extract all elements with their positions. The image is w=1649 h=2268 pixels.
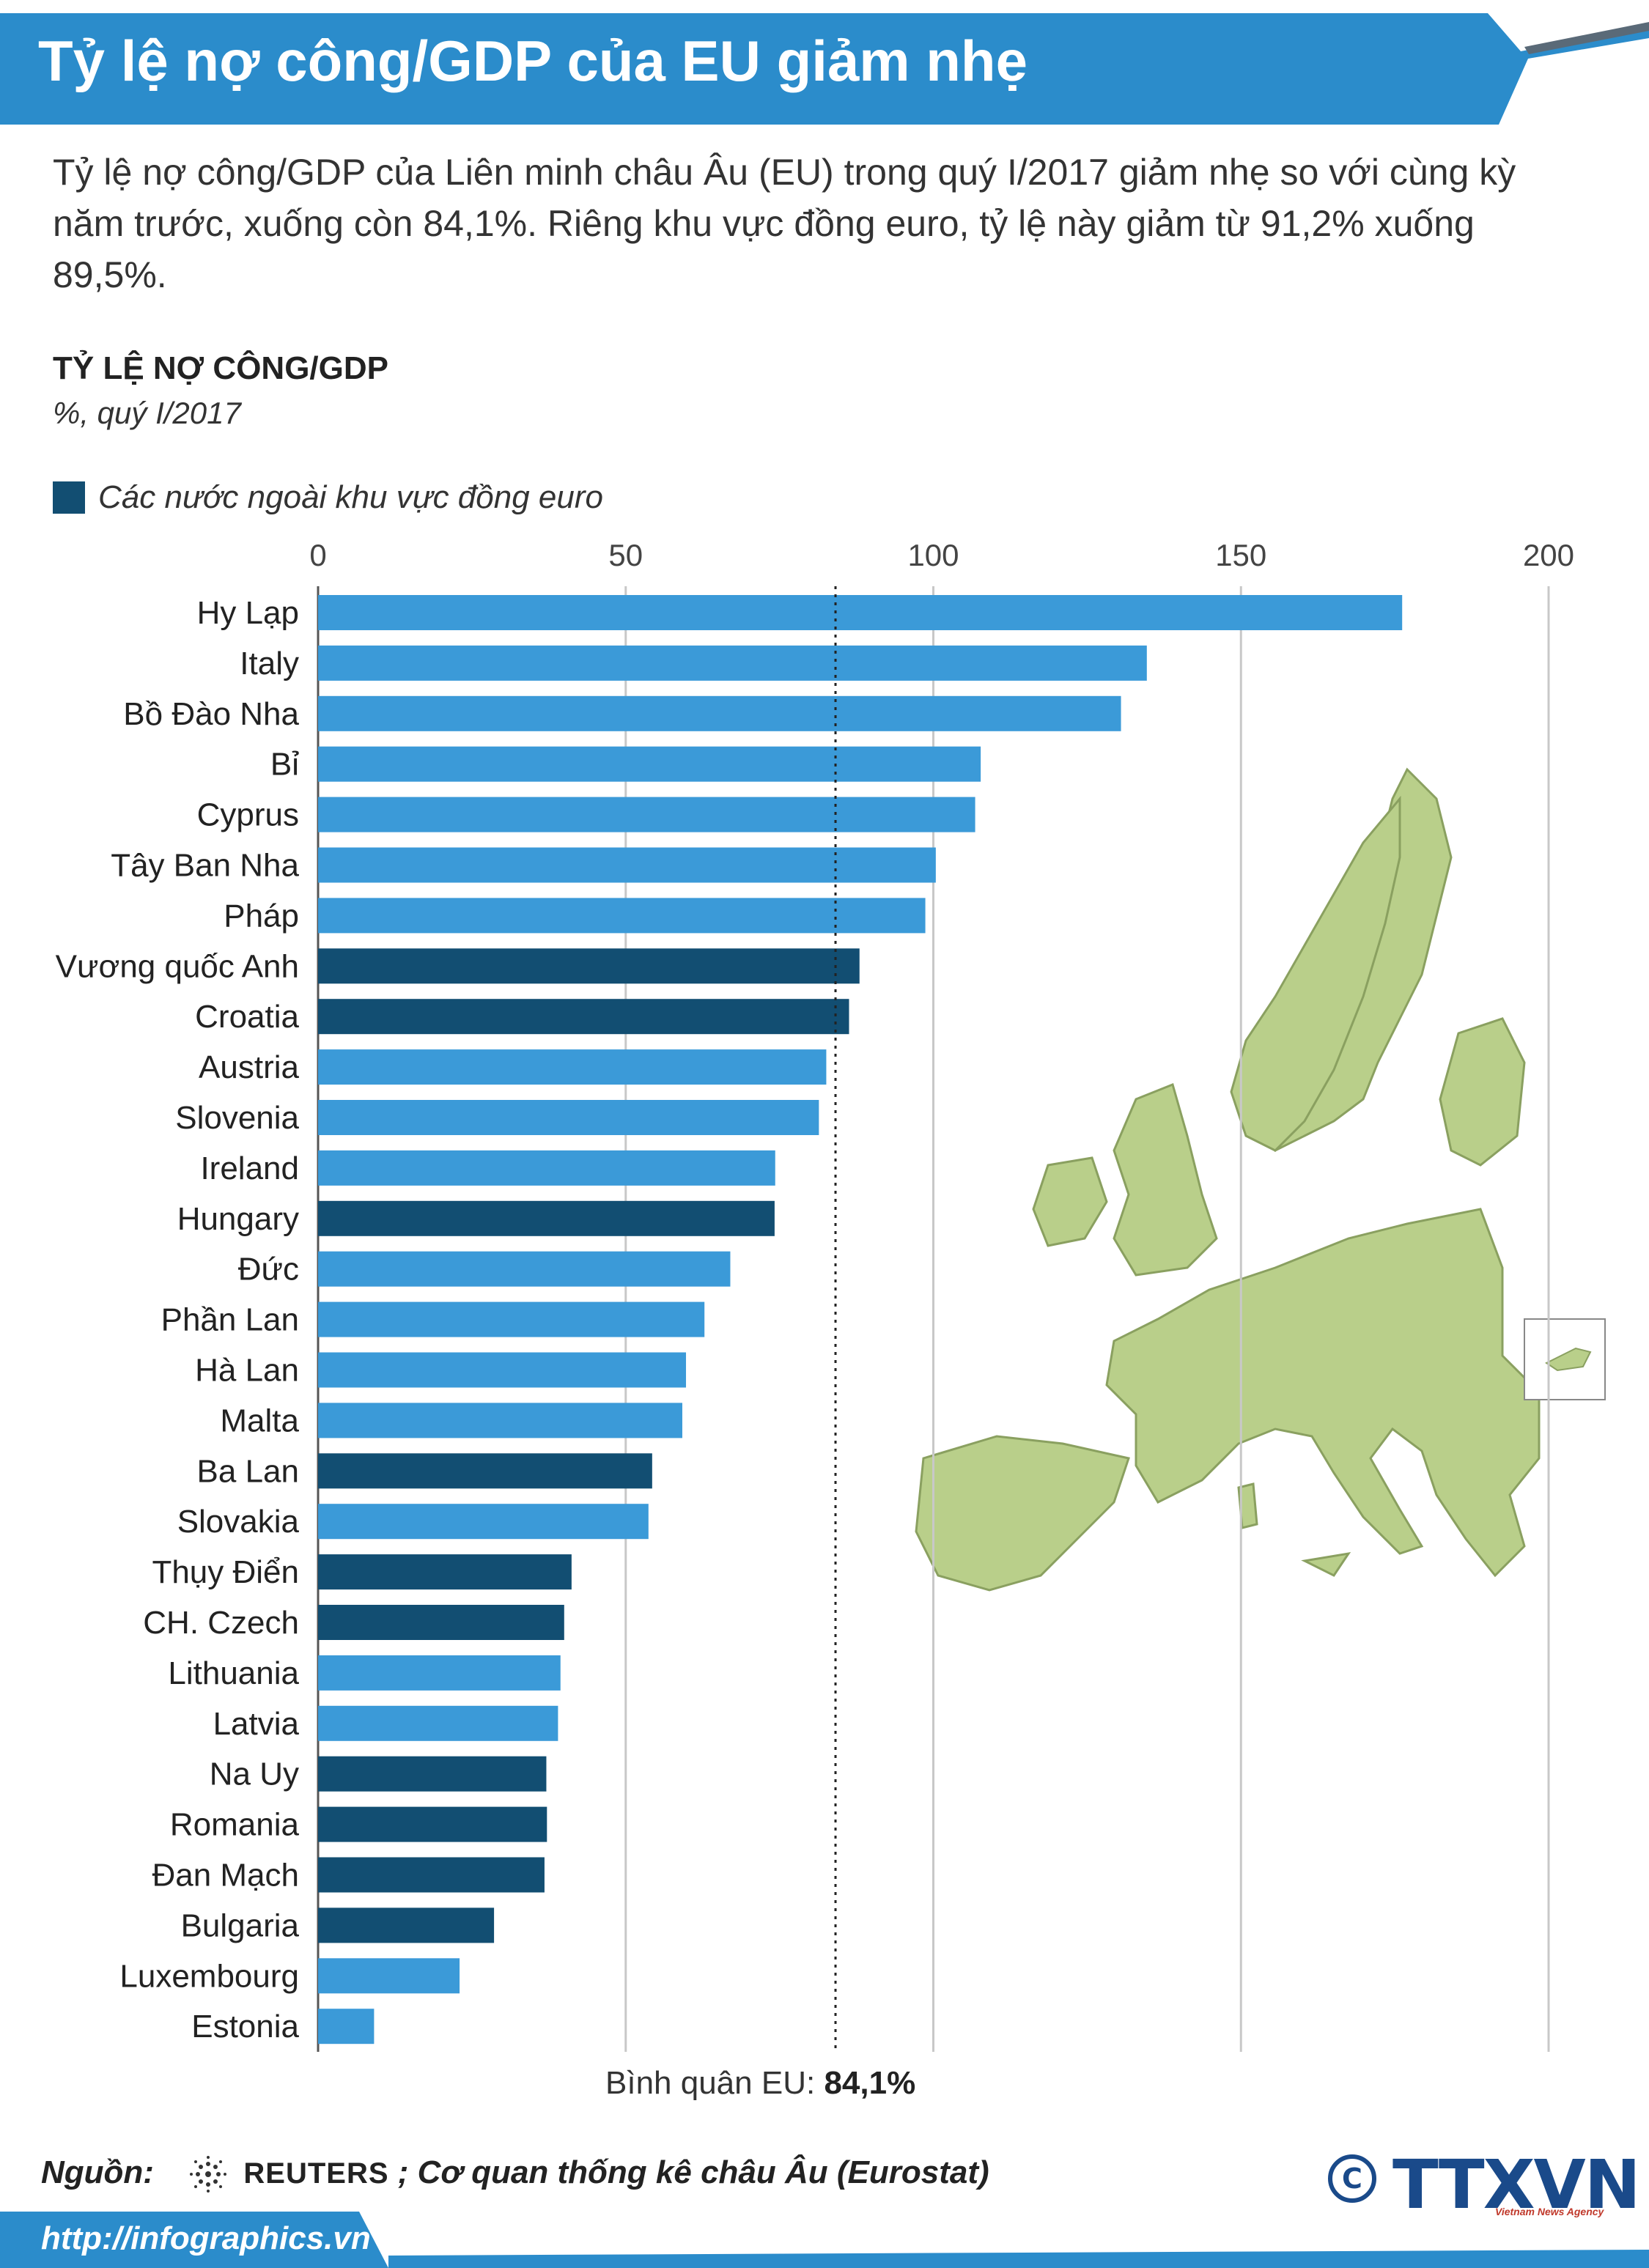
legend-label: Các nước ngoài khu vực đồng euro: [98, 479, 603, 515]
category-label: Bỉ: [270, 747, 299, 783]
map-iberia: [915, 1435, 1130, 1592]
bar: [318, 1857, 545, 1893]
ttxvn-logo-text: TTXVN: [1392, 2146, 1641, 2224]
category-label: Hà Lan: [195, 1353, 299, 1389]
category-label: Slovenia: [175, 1100, 299, 1136]
category-label: Croatia: [195, 999, 299, 1035]
bar: [318, 1403, 682, 1438]
category-label: Bulgaria: [181, 1907, 300, 1943]
bar: [318, 1150, 775, 1186]
category-label: Hungary: [177, 1201, 299, 1237]
bar: [318, 1100, 819, 1135]
bar: [318, 797, 975, 832]
category-label: Luxembourg: [119, 1958, 299, 1994]
bar: [318, 1049, 827, 1085]
category-label: Bồ Đào Nha: [123, 696, 299, 732]
bar: [318, 1756, 547, 1792]
bar: [318, 1605, 564, 1640]
chart-subtitle: %, quý I/2017: [53, 396, 241, 430]
banner-shape: [0, 13, 1649, 125]
footer-url[interactable]: http://infographics.vn: [41, 2220, 371, 2256]
bar: [318, 1504, 649, 1540]
average-label-text: Bình quân EU:: [605, 2065, 816, 2101]
map-finland: [1439, 1017, 1526, 1167]
bar: [318, 1301, 705, 1337]
category-label: Thụy Điển: [152, 1554, 299, 1590]
footer-bar: [0, 2212, 1649, 2268]
x-tick-label: 50: [608, 538, 643, 572]
bar: [318, 847, 936, 883]
page-title: Tỷ lệ nợ công/GDP của EU giảm nhẹ: [38, 29, 1028, 93]
category-label: Tây Ban Nha: [111, 848, 299, 884]
category-label: Na Uy: [210, 1757, 299, 1792]
category-label: Đức: [238, 1252, 299, 1288]
bar: [318, 1907, 495, 1943]
category-label: Estonia: [191, 2009, 299, 2044]
reuters-text: REUTERS: [243, 2157, 389, 2190]
source-row: Nguồn: REUTERS ; Cơ quan thống kê châu Â…: [41, 2154, 989, 2198]
ttxvn-logo-subtitle: Vietnam News Agency: [1495, 2206, 1604, 2217]
category-label: Pháp: [224, 898, 299, 934]
category-label: Vương quốc Anh: [56, 948, 299, 984]
bar-layer: [318, 586, 1403, 2052]
bar: [318, 1705, 558, 1741]
category-label: Ba Lan: [197, 1453, 299, 1489]
bar: [318, 999, 849, 1035]
label-layer: 0 50 100 150 200 Hy Lạp Italy Bồ Đào Nha Bỉ Cypru…: [56, 538, 1574, 2044]
map-norway-coast: [1230, 795, 1401, 1152]
x-tick-label: 100: [907, 538, 959, 572]
category-label: Cyprus: [197, 797, 299, 833]
bar: [318, 1655, 561, 1691]
map-cyprus: [1545, 1347, 1592, 1372]
category-label: Latvia: [213, 1706, 300, 1742]
bar-chart: 0 50 100 150 200 Hy Lạp Italy Bồ Đào Nha Bỉ Cypru…: [56, 538, 1574, 2052]
bar: [318, 948, 860, 984]
svg-text:C: C: [1342, 2162, 1362, 2195]
bar: [318, 645, 1147, 681]
category-label: Malta: [220, 1403, 299, 1438]
bar: [318, 746, 981, 782]
bar: [318, 2009, 375, 2044]
average-value: 84,1%: [824, 2065, 916, 2101]
category-label: Phần Lan: [161, 1302, 299, 1338]
source-rest: ; Cơ quan thống kê châu Âu (Eurostat): [397, 2154, 989, 2190]
category-label: Romania: [170, 1807, 300, 1843]
x-tick-label: 0: [309, 538, 326, 572]
category-label: Slovakia: [177, 1504, 300, 1540]
bar: [318, 898, 926, 934]
bar: [318, 695, 1121, 731]
category-label: CH. Czech: [143, 1605, 299, 1641]
map-ireland: [1032, 1156, 1108, 1247]
bar: [318, 1554, 572, 1590]
category-label: Lithuania: [168, 1655, 299, 1691]
category-label: Italy: [240, 646, 299, 681]
bar: [318, 1806, 547, 1842]
bar: [318, 1352, 687, 1388]
bar: [318, 1200, 775, 1236]
europe-map: [915, 767, 1606, 1592]
x-tick-label: 150: [1215, 538, 1266, 572]
reuters-logo-icon: [190, 2156, 227, 2193]
average-label: Bình quân EU: 84,1%: [605, 2065, 915, 2102]
bar: [318, 595, 1403, 630]
chart-title: TỶ LỆ NỢ CÔNG/GDP: [53, 350, 389, 386]
x-tick-label: 200: [1523, 538, 1574, 572]
map-great-britain: [1113, 1082, 1218, 1277]
category-label: Ireland: [200, 1150, 299, 1186]
bar: [318, 1453, 652, 1489]
legend-swatch: [53, 481, 85, 514]
map-mainland: [1105, 1208, 1541, 1578]
category-label: Austria: [199, 1049, 299, 1085]
category-label: Đan Mạch: [152, 1858, 299, 1894]
map-sicily: [1301, 1551, 1351, 1577]
bar: [318, 1958, 460, 1994]
copyright-icon: C: [1328, 2154, 1376, 2203]
title-banner: Tỷ lệ nợ công/GDP của EU giảm nhẹ: [0, 0, 1649, 125]
intro-text: Tỷ lệ nợ công/GDP của Liên minh châu Âu …: [53, 152, 1516, 295]
source-label: Nguồn:: [41, 2154, 154, 2190]
category-label: Hy Lạp: [197, 595, 299, 631]
bar: [318, 1251, 731, 1287]
